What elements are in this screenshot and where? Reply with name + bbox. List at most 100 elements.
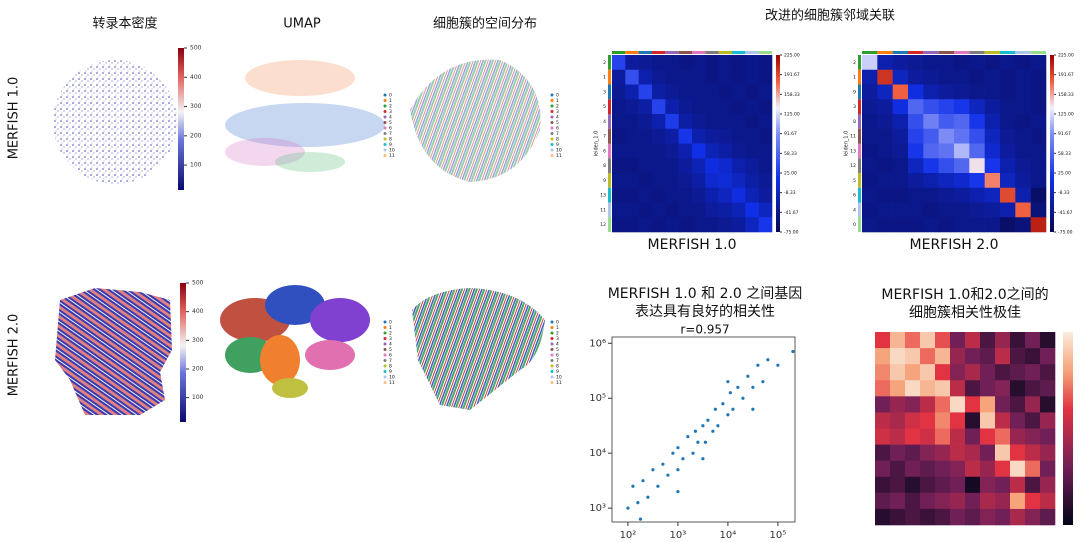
heatmap-cell [1040, 364, 1056, 381]
heatmap-cell [969, 114, 985, 130]
cluster-strip [858, 143, 861, 159]
heatmap-cell [1030, 158, 1047, 174]
row-tick-label: 8 [853, 119, 856, 125]
legend-marker [550, 93, 554, 97]
cluster-strip [705, 51, 719, 54]
scatter-point [701, 424, 705, 428]
tick-label: 400 [190, 74, 202, 81]
heatmap-cell [638, 173, 653, 189]
heatmap-cell [938, 69, 955, 85]
tick-label: 58.33 [1058, 151, 1071, 157]
heatmap-cell [692, 143, 706, 159]
heatmap-cell [1025, 348, 1041, 365]
heatmap-cell [758, 99, 773, 115]
scatter-point [736, 385, 740, 389]
heatmap-cell [665, 99, 679, 115]
plot-frame [611, 336, 796, 523]
legend-marker [383, 359, 387, 362]
heatmap-cell [612, 114, 626, 130]
heatmap-cell [954, 143, 970, 159]
heatmap-cell [1015, 202, 1031, 218]
colorbar [1063, 332, 1073, 525]
legend-label: 10 [556, 375, 562, 381]
heatmap-cell [625, 158, 639, 174]
heatmap-cell [638, 217, 653, 233]
heatmap-cell [984, 187, 1001, 203]
cluster-strip [1015, 51, 1031, 54]
tick-label: 191.67 [1058, 72, 1074, 78]
heatmap-cell [908, 55, 924, 71]
section-title: 改进的细胞簇邻域关联 [765, 8, 895, 24]
heatmap-cell [890, 444, 906, 461]
heatmap-cell [1025, 444, 1041, 461]
heatmap-cell [732, 187, 746, 203]
heatmap-cell [938, 143, 955, 159]
heatmap-cell [920, 460, 936, 478]
heatmap-cell [705, 69, 719, 85]
heatmap-cell [692, 173, 706, 189]
cluster-strip [608, 128, 611, 144]
tick-label: 200 [190, 132, 202, 139]
heatmap-cell [638, 69, 653, 85]
heatmap-cell [905, 364, 921, 381]
legend-label: 6 [556, 126, 559, 132]
legend-marker [383, 148, 387, 152]
heatmap-cell [875, 412, 891, 429]
cluster-strip [892, 51, 908, 54]
heatmap-cell [938, 114, 955, 130]
heatmap-cell [995, 364, 1011, 381]
heatmap-cell [920, 444, 936, 461]
heatmap-cell [862, 217, 878, 233]
heatmap-cell [1030, 84, 1047, 100]
tick-label: 158.33 [1058, 92, 1074, 98]
row-tick-label: 3 [603, 89, 606, 95]
heatmap-cell [638, 202, 653, 218]
heatmap-cell [892, 99, 909, 115]
heatmap-cell [1025, 364, 1041, 381]
scatter-point [741, 396, 745, 400]
heatmap-cell [980, 380, 996, 397]
scatter-point [686, 435, 690, 439]
legend-marker [383, 93, 387, 97]
heatmap-cell [692, 217, 706, 233]
legend-marker [550, 342, 554, 346]
heatmap-cell [938, 84, 955, 100]
legend-marker [550, 115, 554, 119]
legend-marker [383, 132, 387, 135]
legend-marker [383, 154, 387, 157]
heatmap-cell [950, 428, 966, 445]
heatmap-cell [665, 128, 679, 144]
heatmap-cell [678, 143, 693, 159]
cluster-strip [608, 99, 611, 114]
heatmap-cell [692, 84, 706, 100]
heatmap-cell [969, 55, 985, 71]
tick-label: 100 [190, 162, 202, 169]
heatmap-cell [965, 492, 981, 510]
cluster-strip [608, 69, 611, 85]
heatmap-cell [705, 202, 719, 218]
scatter-point [706, 418, 710, 422]
heatmap-cell [612, 84, 626, 100]
legend-label: 0 [389, 320, 392, 326]
legend-label: 3 [389, 109, 392, 115]
tick-label: 58.33 [784, 151, 797, 157]
heatmap-cell [718, 55, 733, 71]
heatmap-cell [892, 158, 909, 174]
heatmap-cell [890, 412, 906, 429]
legend-marker [383, 137, 387, 141]
cluster-strip [858, 158, 861, 173]
heatmap-cell [625, 55, 639, 71]
scatter-point [691, 451, 695, 455]
caption: MERFISH 1.0 [648, 237, 737, 253]
heatmap-cell [1000, 173, 1016, 189]
chart-title: MERFISH 1.0和2.0之间的 [881, 287, 1048, 303]
scatter-point [766, 358, 770, 362]
tissue-images [53, 59, 545, 415]
scatter-point [756, 363, 760, 367]
heatmap-cell [969, 143, 985, 159]
heatmap-cell [935, 444, 951, 461]
heatmap-cell [995, 476, 1011, 494]
legend-marker [550, 375, 554, 379]
scatter-point [671, 451, 675, 455]
cluster-strip [608, 173, 611, 188]
